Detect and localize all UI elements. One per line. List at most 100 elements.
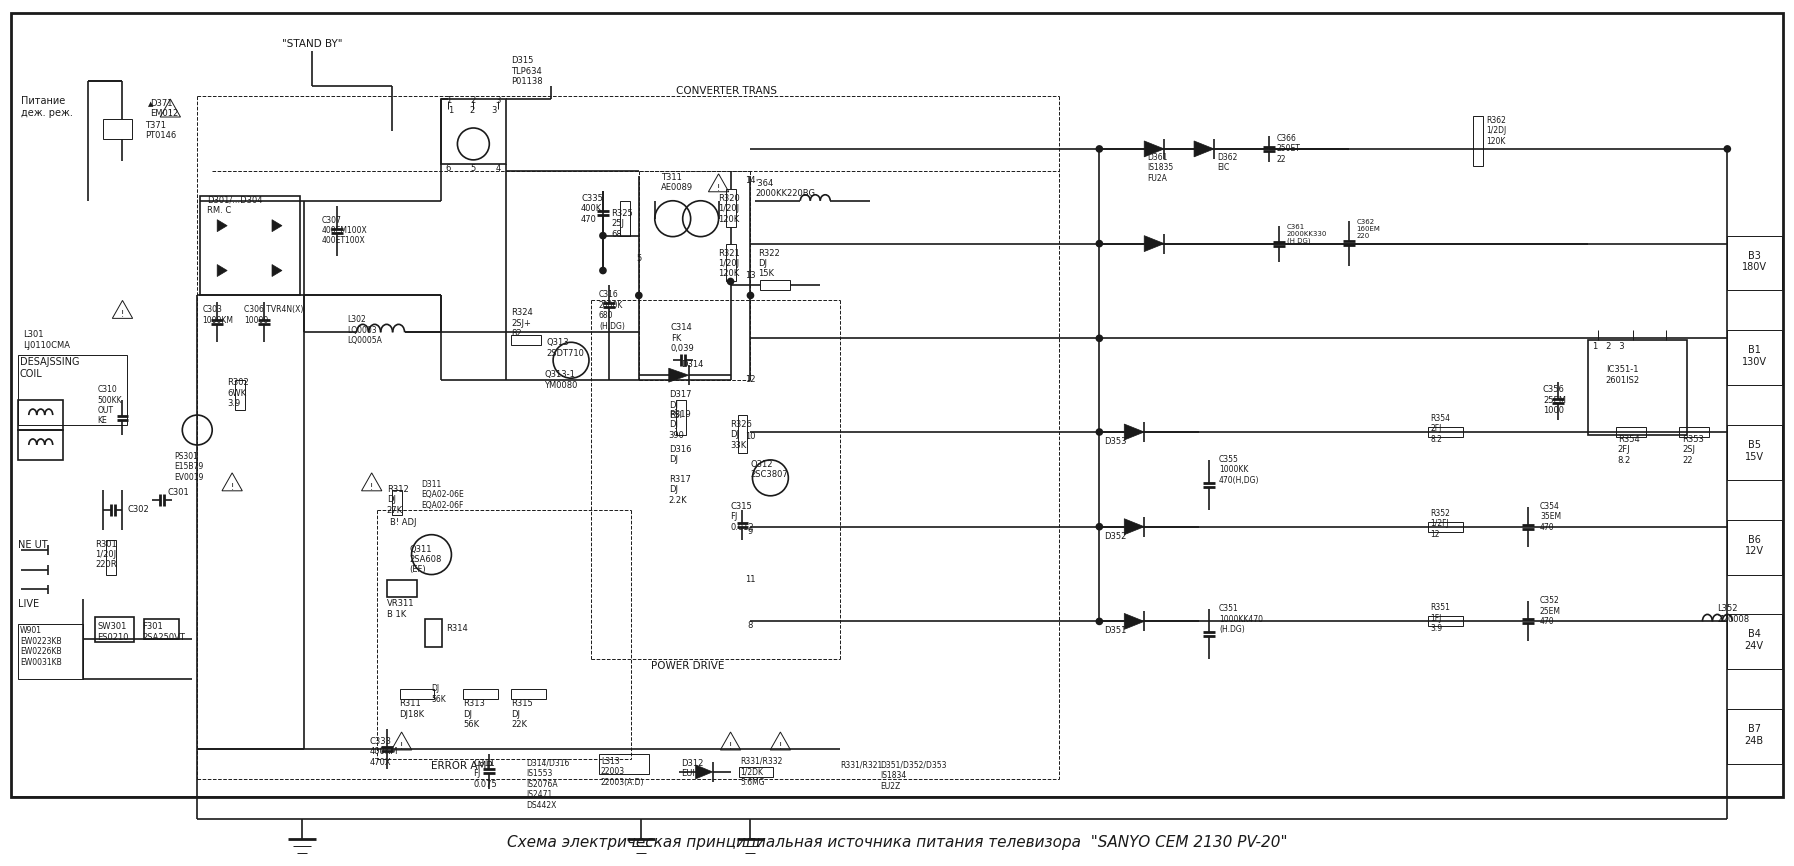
Bar [18,400,63,430]
Text: !: ! [728,742,732,751]
Polygon shape [1125,424,1145,440]
Text: R353
2SJ
22: R353 2SJ 22 [1683,435,1704,465]
Bar [1428,521,1464,532]
Text: R320
1/20J
120K: R320 1/20J 120K [719,194,741,223]
Polygon shape [217,264,228,276]
Text: Q311
2SA608
(EF): Q311 2SA608 (EF) [409,545,441,574]
Bar [1728,709,1781,764]
Text: D361
IS1835
FU2A: D361 IS1835 FU2A [1146,153,1173,183]
Bar [1728,330,1781,385]
Bar [425,619,443,647]
Circle shape [728,279,734,284]
Text: C355
1000KK
470(H,DG): C355 1000KK 470(H,DG) [1218,455,1259,485]
Text: L302
LQ0003
LQ0005A: L302 LQ0003 LQ0005A [346,315,382,346]
Text: R331/R332
1/2DK
5.6MG: R331/R332 1/2DK 5.6MG [741,757,782,786]
Text: C354
35EM
470: C354 35EM 470 [1539,501,1561,532]
Bar [102,119,133,139]
Text: NE UT: NE UT [18,540,47,550]
Text: R326
DJ
33K: R326 DJ 33K [730,420,752,449]
Bar [725,243,736,281]
Text: C352
25EM
470: C352 25EM 470 [1539,597,1561,626]
Text: 14: 14 [745,176,755,184]
Text: R312
DJ
27K: R312 DJ 27K [388,485,409,514]
Text: C316
2000K
680
(H,DG): C316 2000K 680 (H,DG) [599,290,624,331]
Text: 1   2   3: 1 2 3 [1593,342,1624,352]
Circle shape [1096,335,1102,341]
Text: Q313-1
YM0080: Q313-1 YM0080 [544,370,578,390]
Polygon shape [217,220,228,231]
Text: B1
130V: B1 130V [1742,346,1767,367]
Text: Схема электрическая принципиальная источника питания телевизора  "SANYO CEM 2130: Схема электрическая принципиальная источ… [506,835,1288,850]
Text: B3
180V: B3 180V [1742,250,1767,272]
Text: D353: D353 [1105,437,1127,446]
Text: 13: 13 [745,270,755,280]
Polygon shape [273,264,282,276]
Text: SW301
ES0210: SW301 ES0210 [97,623,129,642]
Text: D314/D316
IS1553
IS2076A
IS2471
DS442X: D314/D316 IS1553 IS2076A IS2471 DS442X [526,759,569,810]
Text: 5: 5 [637,254,642,262]
Text: 8: 8 [748,622,753,630]
Bar [725,189,736,227]
Bar [441,99,506,164]
Polygon shape [1145,236,1164,252]
Text: W901
EW0223KB
EW0226KB
EW0031KB: W901 EW0223KB EW0226KB EW0031KB [20,626,61,667]
Text: R314: R314 [447,624,468,633]
Bar [511,335,542,346]
Circle shape [635,293,642,299]
Text: R315
DJ
22K: R315 DJ 22K [511,699,533,729]
Polygon shape [273,220,282,231]
Bar [1728,236,1781,290]
Polygon shape [1125,613,1145,630]
Text: D311
EQA02-06E
EQA02-06F: D311 EQA02-06E EQA02-06F [422,480,465,510]
Text: C315
FJ
0.012: C315 FJ 0.012 [730,501,753,532]
Text: R324
2SJ+
82: R324 2SJ+ 82 [511,308,533,339]
Bar [145,619,179,639]
Polygon shape [669,368,689,382]
Text: ERROR AMP: ERROR AMP [432,761,493,771]
Circle shape [748,293,753,299]
Text: POWER DRIVE: POWER DRIVE [651,662,725,671]
Text: D317
DJ
ESI: D317 DJ ESI [669,391,691,420]
Text: 2: 2 [470,96,475,105]
Bar [511,689,545,699]
Circle shape [1096,146,1102,152]
Bar [18,355,127,425]
Text: R311
DJ18K: R311 DJ18K [400,699,425,719]
Text: C366
250ET
22: C366 250ET 22 [1277,134,1301,164]
Circle shape [599,233,606,239]
Text: D314: D314 [680,360,703,369]
Text: R352
1/2FJ
12: R352 1/2FJ 12 [1430,508,1450,539]
Bar [1428,617,1464,626]
Text: LIVE: LIVE [18,599,39,610]
Text: 3: 3 [495,96,501,105]
Text: R362
1/2DJ
120K: R362 1/2DJ 120K [1485,116,1507,145]
Text: 10: 10 [745,432,755,441]
Text: T311
AE0089: T311 AE0089 [660,173,692,192]
Text: L352
Z20008: L352 Z20008 [1717,604,1749,624]
Text: 2: 2 [470,106,475,115]
Text: C302: C302 [127,505,149,514]
Text: VR311
B 1K: VR311 B 1K [388,599,414,619]
Text: R331/R321: R331/R321 [840,761,883,770]
Text: L313
22003
22003(A.D): L313 22003 22003(A.D) [601,757,644,786]
Text: C333
400KM
470X: C333 400KM 470X [370,737,398,766]
Text: C311
FJ
0.075: C311 FJ 0.075 [474,759,497,789]
Text: Q313
2SDT710: Q313 2SDT710 [545,339,585,358]
Text: L301
LJ0110CMA: L301 LJ0110CMA [23,330,70,350]
Bar [235,380,246,410]
Text: B6
12V: B6 12V [1746,534,1764,556]
Text: !: ! [230,482,233,492]
Text: !: ! [779,742,782,751]
Text: R302
6WK
3.9: R302 6WK 3.9 [228,378,249,408]
Polygon shape [1145,141,1164,157]
Text: D301/...D304
RM. C: D301/...D304 RM. C [208,196,262,215]
Text: 11: 11 [745,574,755,584]
Bar [1473,116,1484,166]
Bar [1616,427,1645,437]
Bar [388,579,416,598]
Bar [1728,614,1781,669]
Text: 9: 9 [748,527,753,536]
Text: '364
2000KK220BG: '364 2000KK220BG [755,178,816,198]
Text: Q312
2SC3807: Q312 2SC3807 [750,460,788,479]
Text: C335
400K
470: C335 400K 470 [581,194,603,223]
